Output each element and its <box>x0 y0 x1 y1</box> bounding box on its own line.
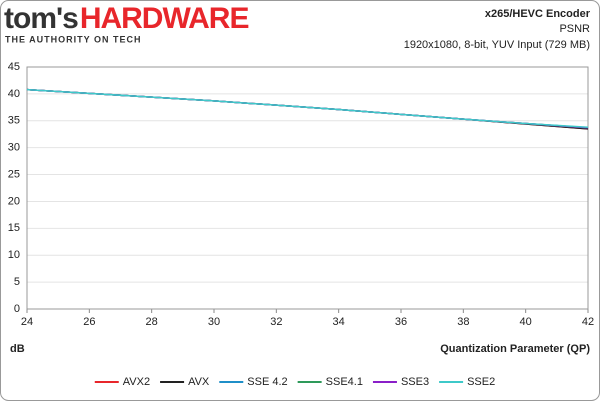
legend-label: SSE2 <box>467 376 495 388</box>
y-tick-label: 35 <box>8 115 20 127</box>
y-tick-label: 15 <box>8 222 20 234</box>
y-tick-label: 25 <box>8 168 20 180</box>
legend-label: SSE3 <box>401 376 429 388</box>
logo-right: HARDWARE <box>80 2 249 35</box>
x-axis-label: Quantization Parameter (QP) <box>440 343 590 355</box>
x-tick-label: 24 <box>21 316 33 328</box>
legend-label: AVX <box>188 376 210 388</box>
logo-left: tom's <box>4 2 78 35</box>
logo-tagline: THE AUTHORITY ON TECH <box>5 34 142 44</box>
x-tick-label: 30 <box>208 316 220 328</box>
chart-note: 1920x1080, 8-bit, YUV Input (729 MB) <box>404 39 590 51</box>
x-tick-label: 42 <box>582 316 594 328</box>
y-tick-label: 0 <box>14 303 20 315</box>
y-tick-label: 30 <box>8 142 20 154</box>
legend-label: AVX2 <box>123 376 150 388</box>
x-tick-label: 34 <box>333 316 345 328</box>
y-tick-label: 20 <box>8 195 20 207</box>
plot-border <box>26 66 589 310</box>
x-tick-label: 40 <box>520 316 532 328</box>
y-tick-label: 40 <box>8 88 20 100</box>
x-tick-label: 38 <box>457 316 469 328</box>
series-line <box>26 88 589 128</box>
y-tick-label: 45 <box>8 61 20 73</box>
y-tick-label: 10 <box>8 249 20 261</box>
x-tick-label: 32 <box>270 316 282 328</box>
legend-label: SSE4.1 <box>326 376 363 388</box>
y-tick-label: 5 <box>14 276 20 288</box>
x-tick-label: 28 <box>146 316 158 328</box>
chart-subtitle: PSNR <box>559 23 590 35</box>
x-tick-label: 36 <box>395 316 407 328</box>
legend-label: SSE 4.2 <box>247 376 287 388</box>
x-tick-label: 26 <box>83 316 95 328</box>
chart-title: x265/HEVC Encoder <box>485 8 591 20</box>
y-axis-label: dB <box>10 343 25 355</box>
